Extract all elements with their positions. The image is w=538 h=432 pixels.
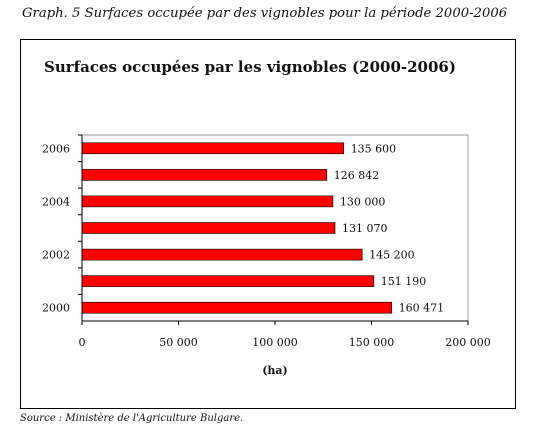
figure-caption: Graph. 5 Surfaces occupée par des vignob… (22, 6, 508, 21)
y-tick-label-2006: 2006 (42, 142, 70, 155)
bar-2003 (81, 222, 336, 234)
value-label-2006: 135 600 (351, 142, 397, 155)
bar-2004 (81, 195, 334, 208)
value-label-2004: 130 000 (340, 195, 386, 208)
bar-2001 (81, 275, 375, 287)
bar-2005 (81, 169, 328, 181)
x-tick-label: 150 000 (349, 336, 395, 349)
bar-2000 (81, 301, 393, 314)
chart-title: Surfaces occupées par les vignobles (200… (44, 58, 456, 76)
x-axis-label: (ha) (262, 364, 288, 377)
value-label-2002: 145 200 (369, 249, 415, 262)
x-tick-label: 100 000 (252, 336, 298, 349)
bar-2002 (81, 248, 363, 261)
chart-frame (20, 39, 516, 409)
x-tick-label: 0 (79, 336, 86, 349)
bar-2006 (81, 142, 345, 155)
value-label-2003: 131 070 (342, 222, 388, 235)
value-label-2005: 126 842 (334, 169, 380, 182)
y-tick-label-2002: 2002 (42, 249, 70, 262)
y-tick-label-2004: 2004 (42, 195, 70, 208)
y-tick-label-2000: 2000 (42, 302, 70, 315)
x-tick-label: 200 000 (445, 336, 491, 349)
source-note: Source : Ministère de l'Agriculture Bulg… (20, 413, 244, 424)
x-tick-label: 50 000 (159, 336, 198, 349)
value-label-2000: 160 471 (399, 302, 445, 315)
value-label-2001: 151 190 (381, 275, 427, 288)
